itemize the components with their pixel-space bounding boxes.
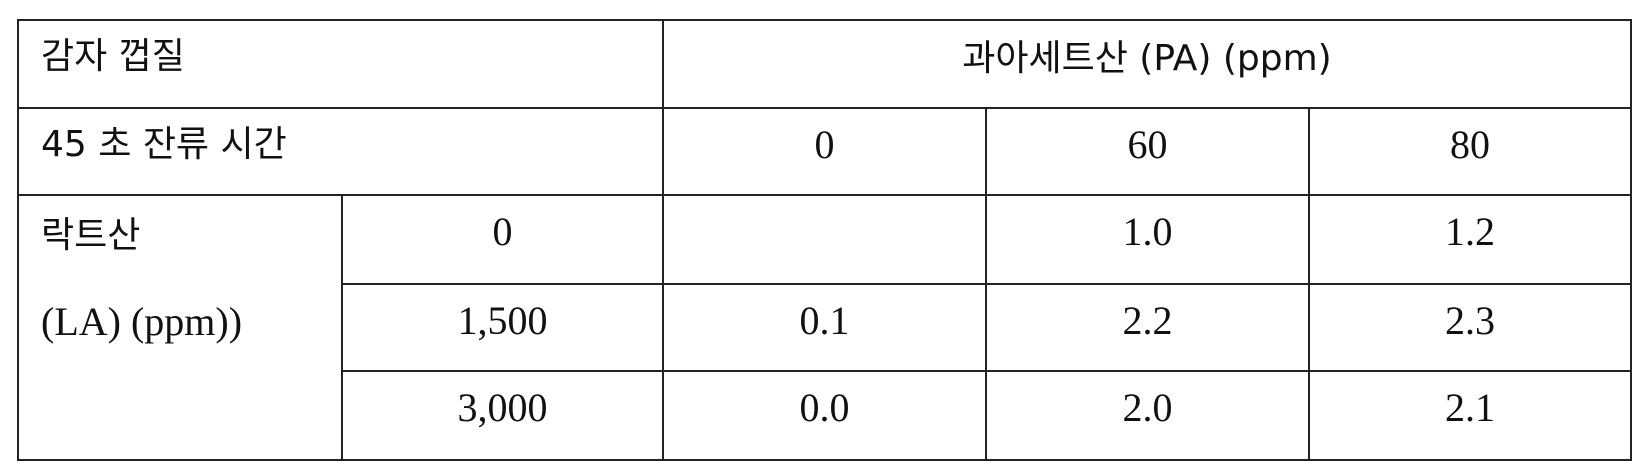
- pa-level-80: 80: [1309, 108, 1631, 195]
- la-level: 0: [342, 195, 663, 284]
- table-cell: [663, 195, 986, 284]
- table-cell: 2.3: [1309, 284, 1631, 371]
- la-label-line1: 락트산: [41, 214, 341, 258]
- time-label: 45 초 잔류 시간: [18, 108, 663, 195]
- table-cell: 0.0: [663, 371, 986, 460]
- results-table: 감자 껍질 과아세트산 (PA) (ppm) 45 초 잔류 시간 0 60 8…: [17, 19, 1632, 461]
- table-cell: 2.2: [986, 284, 1309, 371]
- la-label-line2: (LA) (ppm)): [41, 300, 341, 344]
- table-cell: 1.2: [1309, 195, 1631, 284]
- pa-header: 과아세트산 (PA) (ppm): [663, 20, 1631, 108]
- table-cell: 1.0: [986, 195, 1309, 284]
- pa-header-text: 과아세트산 (PA) (ppm): [962, 38, 1331, 79]
- table-cell: 0.1: [663, 284, 986, 371]
- la-level: 3,000: [342, 371, 663, 460]
- table-cell: 2.0: [986, 371, 1309, 460]
- pa-level-0: 0: [663, 108, 986, 195]
- la-level: 1,500: [342, 284, 663, 371]
- table-cell: 2.1: [1309, 371, 1631, 460]
- corner-label: 감자 껍질: [18, 20, 663, 108]
- la-label: 락트산 (LA) (ppm)): [18, 195, 342, 460]
- pa-level-60: 60: [986, 108, 1309, 195]
